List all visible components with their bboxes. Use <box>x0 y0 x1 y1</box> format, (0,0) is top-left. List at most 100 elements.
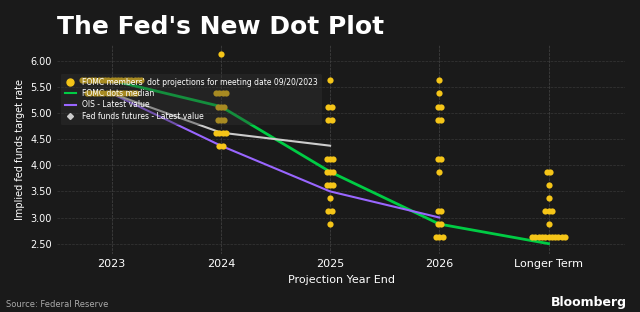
Point <box>132 78 143 83</box>
Point <box>534 235 544 240</box>
Point <box>218 91 228 96</box>
Point <box>216 52 226 57</box>
Legend: FOMC members' dot projections for meeting date 09/20/2023, FOMC dots median, OIS: FOMC members' dot projections for meetin… <box>61 74 322 124</box>
Point <box>325 78 335 83</box>
Point <box>218 130 228 135</box>
Point <box>129 78 140 83</box>
Point <box>557 235 567 240</box>
Point <box>118 91 128 96</box>
Point <box>545 169 556 174</box>
Point <box>216 117 226 122</box>
Point <box>543 235 554 240</box>
Point <box>543 183 554 188</box>
Point <box>214 130 225 135</box>
Text: Bloomberg: Bloomberg <box>551 296 627 309</box>
Point <box>92 91 102 96</box>
Point <box>322 156 332 161</box>
Point <box>221 130 231 135</box>
Point <box>95 91 106 96</box>
Point <box>126 78 136 83</box>
X-axis label: Projection Year End: Projection Year End <box>287 275 394 285</box>
Point <box>106 78 116 83</box>
Point <box>102 91 112 96</box>
Point <box>322 169 332 174</box>
Point <box>433 222 443 227</box>
Point <box>123 78 133 83</box>
Point <box>110 78 120 83</box>
Point <box>434 78 444 83</box>
Point <box>543 195 554 200</box>
Point <box>326 117 337 122</box>
Point <box>325 156 335 161</box>
Point <box>103 78 113 83</box>
Point <box>436 104 446 109</box>
Point <box>121 91 131 96</box>
Point <box>325 195 335 200</box>
Point <box>113 78 124 83</box>
Point <box>433 156 443 161</box>
Point <box>212 117 223 122</box>
Point <box>322 183 332 188</box>
Point <box>87 78 97 83</box>
Point <box>325 169 335 174</box>
Point <box>97 78 107 83</box>
Point <box>214 91 225 96</box>
Y-axis label: Implied fed funds target rate: Implied fed funds target rate <box>15 79 25 220</box>
Point <box>537 235 547 240</box>
Point <box>328 169 339 174</box>
Point <box>131 91 141 96</box>
Point <box>438 235 448 240</box>
Point <box>531 235 541 240</box>
Point <box>125 91 135 96</box>
Point <box>434 91 444 96</box>
Text: Source: Federal Reserve: Source: Federal Reserve <box>6 300 109 309</box>
Point <box>82 91 92 96</box>
Point <box>431 235 441 240</box>
Point <box>211 130 221 135</box>
Point <box>433 104 443 109</box>
Point <box>100 78 110 83</box>
Point <box>436 222 446 227</box>
Point <box>108 91 118 96</box>
Point <box>550 235 560 240</box>
Point <box>77 78 87 83</box>
Point <box>219 117 229 122</box>
Point <box>212 104 223 109</box>
Point <box>326 208 337 213</box>
Point <box>323 104 333 109</box>
Point <box>547 235 557 240</box>
Point <box>436 117 446 122</box>
Point <box>540 235 550 240</box>
Text: The Fed's New Dot Plot: The Fed's New Dot Plot <box>57 15 384 39</box>
Point <box>325 183 335 188</box>
Point <box>542 169 552 174</box>
Point <box>328 183 339 188</box>
Point <box>115 91 125 96</box>
Point <box>85 91 95 96</box>
Point <box>99 91 109 96</box>
Point <box>211 91 221 96</box>
Point <box>90 78 100 83</box>
Point <box>116 78 127 83</box>
Point <box>216 104 226 109</box>
Point <box>93 78 104 83</box>
Point <box>136 78 147 83</box>
Point <box>434 169 444 174</box>
Point <box>553 235 563 240</box>
Point <box>219 104 229 109</box>
Point <box>323 208 333 213</box>
Point <box>88 91 99 96</box>
Point <box>325 222 335 227</box>
Point <box>433 117 443 122</box>
Point <box>527 235 538 240</box>
Point <box>120 78 130 83</box>
Point <box>326 104 337 109</box>
Point <box>214 143 225 148</box>
Point <box>111 91 122 96</box>
Point <box>543 208 554 213</box>
Point <box>436 156 446 161</box>
Point <box>323 117 333 122</box>
Point <box>221 91 231 96</box>
Point <box>547 208 557 213</box>
Point <box>433 208 443 213</box>
